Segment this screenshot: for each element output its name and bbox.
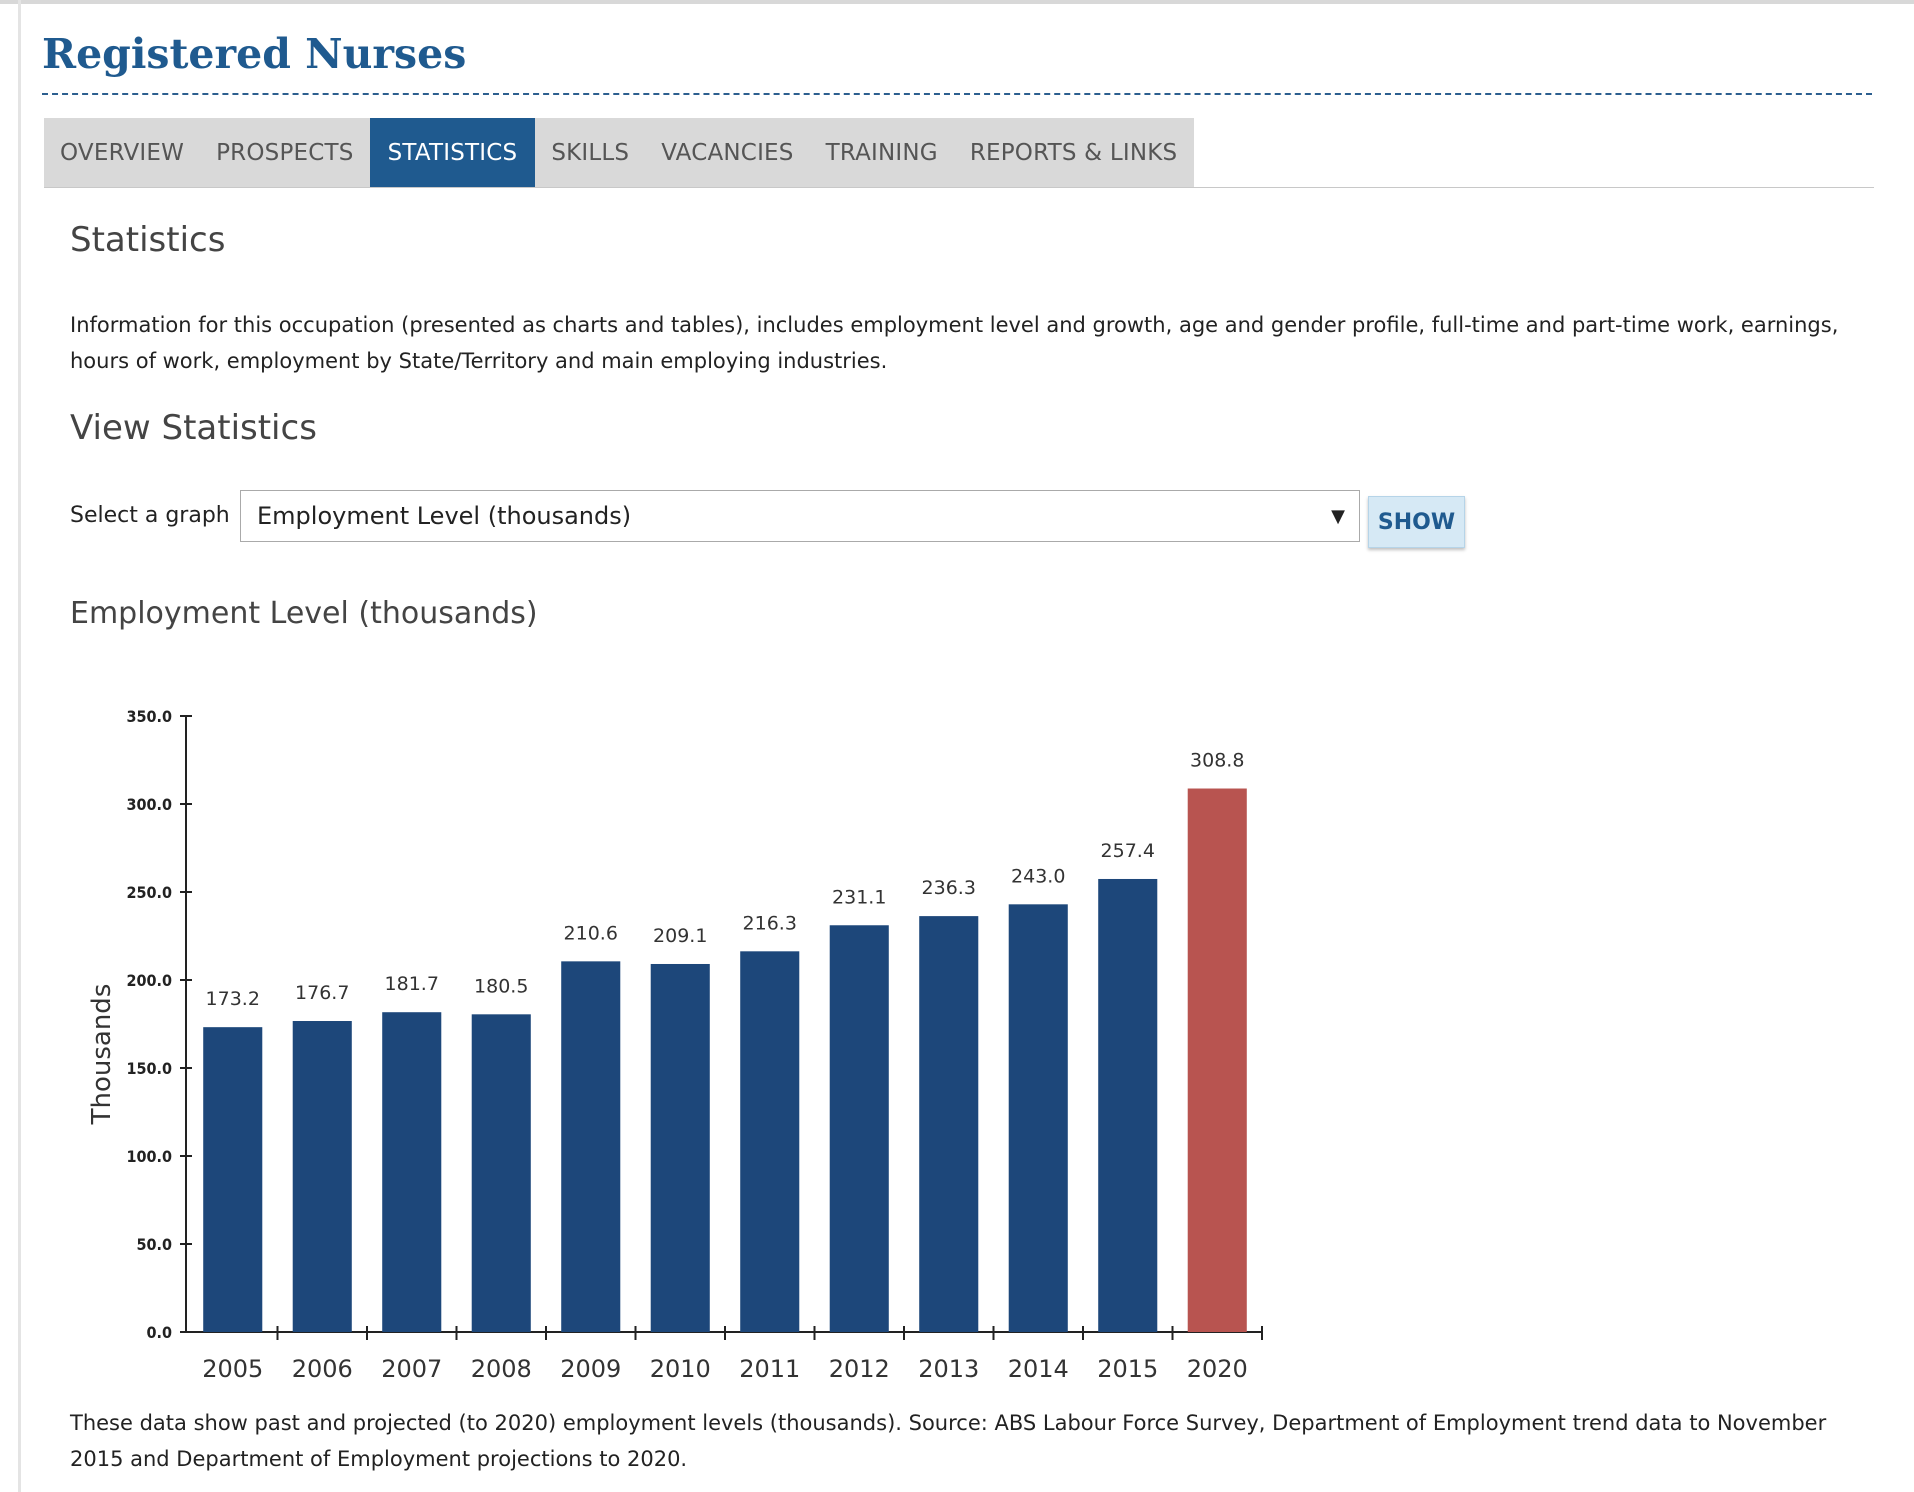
tab-statistics[interactable]: STATISTICS bbox=[369, 118, 536, 188]
statistics-intro: Information for this occupation (present… bbox=[70, 313, 1839, 373]
bar-value-label: 236.3 bbox=[922, 877, 976, 899]
bar bbox=[203, 1027, 263, 1332]
y-tick-label: 350.0 bbox=[126, 707, 172, 726]
x-tick-label: 2008 bbox=[471, 1355, 532, 1383]
y-tick-label: 100.0 bbox=[126, 1147, 172, 1166]
tab-vacancies[interactable]: VACANCIES bbox=[661, 140, 794, 166]
show-button[interactable]: SHOW bbox=[1368, 496, 1465, 548]
bar-value-label: 257.4 bbox=[1101, 840, 1155, 862]
select-graph-label: Select a graph bbox=[70, 503, 230, 528]
page-title: Registered Nurses bbox=[42, 30, 467, 78]
x-tick-label: 2009 bbox=[560, 1355, 621, 1383]
bar-value-label: 173.2 bbox=[206, 988, 260, 1010]
x-tick-label: 2015 bbox=[1097, 1355, 1158, 1383]
bar-value-label: 308.8 bbox=[1190, 750, 1244, 772]
x-tick-label: 2013 bbox=[918, 1355, 979, 1383]
bar bbox=[650, 963, 710, 1332]
x-tick-label: 2020 bbox=[1187, 1355, 1248, 1383]
dropdown-arrow-icon: ▼ bbox=[1331, 505, 1345, 527]
title-divider bbox=[42, 93, 1872, 95]
x-tick-label: 2006 bbox=[292, 1355, 353, 1383]
bar bbox=[1187, 788, 1247, 1332]
y-tick-label: 150.0 bbox=[126, 1059, 172, 1078]
bar bbox=[1008, 904, 1068, 1332]
bar-value-label: 231.1 bbox=[832, 886, 886, 908]
chart-heading: Employment Level (thousands) bbox=[70, 596, 538, 631]
y-tick-label: 250.0 bbox=[126, 883, 172, 902]
bar-value-label: 176.7 bbox=[295, 982, 349, 1004]
bar-value-label: 210.6 bbox=[564, 922, 618, 944]
y-tick-label: 0.0 bbox=[147, 1323, 173, 1342]
graph-select-value: Employment Level (thousands) bbox=[257, 502, 632, 530]
bar bbox=[471, 1014, 531, 1332]
y-tick-label: 300.0 bbox=[126, 795, 172, 814]
x-tick-label: 2007 bbox=[381, 1355, 442, 1383]
left-border bbox=[18, 0, 21, 1492]
y-tick-label: 200.0 bbox=[126, 971, 172, 990]
bar-value-label: 180.5 bbox=[474, 975, 528, 997]
bar bbox=[1098, 878, 1158, 1332]
statistics-heading: Statistics bbox=[70, 220, 226, 260]
y-tick-label: 50.0 bbox=[136, 1235, 172, 1254]
tab-training[interactable]: TRAINING bbox=[825, 140, 938, 166]
top-border bbox=[0, 0, 1914, 4]
bar bbox=[292, 1021, 352, 1332]
graph-select[interactable]: Employment Level (thousands) ▼ bbox=[240, 490, 1360, 542]
bar-value-label: 216.3 bbox=[743, 912, 797, 934]
x-tick-label: 2014 bbox=[1008, 1355, 1069, 1383]
bar bbox=[829, 925, 889, 1332]
bar bbox=[740, 951, 800, 1332]
x-tick-label: 2010 bbox=[650, 1355, 711, 1383]
bar bbox=[561, 961, 621, 1332]
bar bbox=[382, 1012, 442, 1332]
x-tick-label: 2012 bbox=[829, 1355, 890, 1383]
tab-skills[interactable]: SKILLS bbox=[551, 140, 630, 166]
tab-overview[interactable]: OVERVIEW bbox=[60, 140, 185, 166]
bar-value-label: 181.7 bbox=[385, 973, 439, 995]
bar-value-label: 209.1 bbox=[653, 925, 707, 947]
tab-reports-links[interactable]: REPORTS & LINKS bbox=[969, 140, 1178, 166]
tab-bar: OVERVIEW PROSPECTS STATISTICS SKILLS VAC… bbox=[44, 118, 1194, 188]
x-tick-label: 2011 bbox=[739, 1355, 800, 1383]
y-axis-label: Thousands bbox=[87, 984, 117, 1126]
bar bbox=[919, 916, 979, 1332]
view-statistics-heading: View Statistics bbox=[70, 408, 317, 448]
x-tick-label: 2005 bbox=[202, 1355, 263, 1383]
chart-footnote: These data show past and projected (to 2… bbox=[70, 1411, 1827, 1471]
bar-value-label: 243.0 bbox=[1011, 865, 1065, 887]
tab-prospects[interactable]: PROSPECTS bbox=[216, 140, 354, 166]
tab-bar-divider bbox=[44, 187, 1874, 188]
